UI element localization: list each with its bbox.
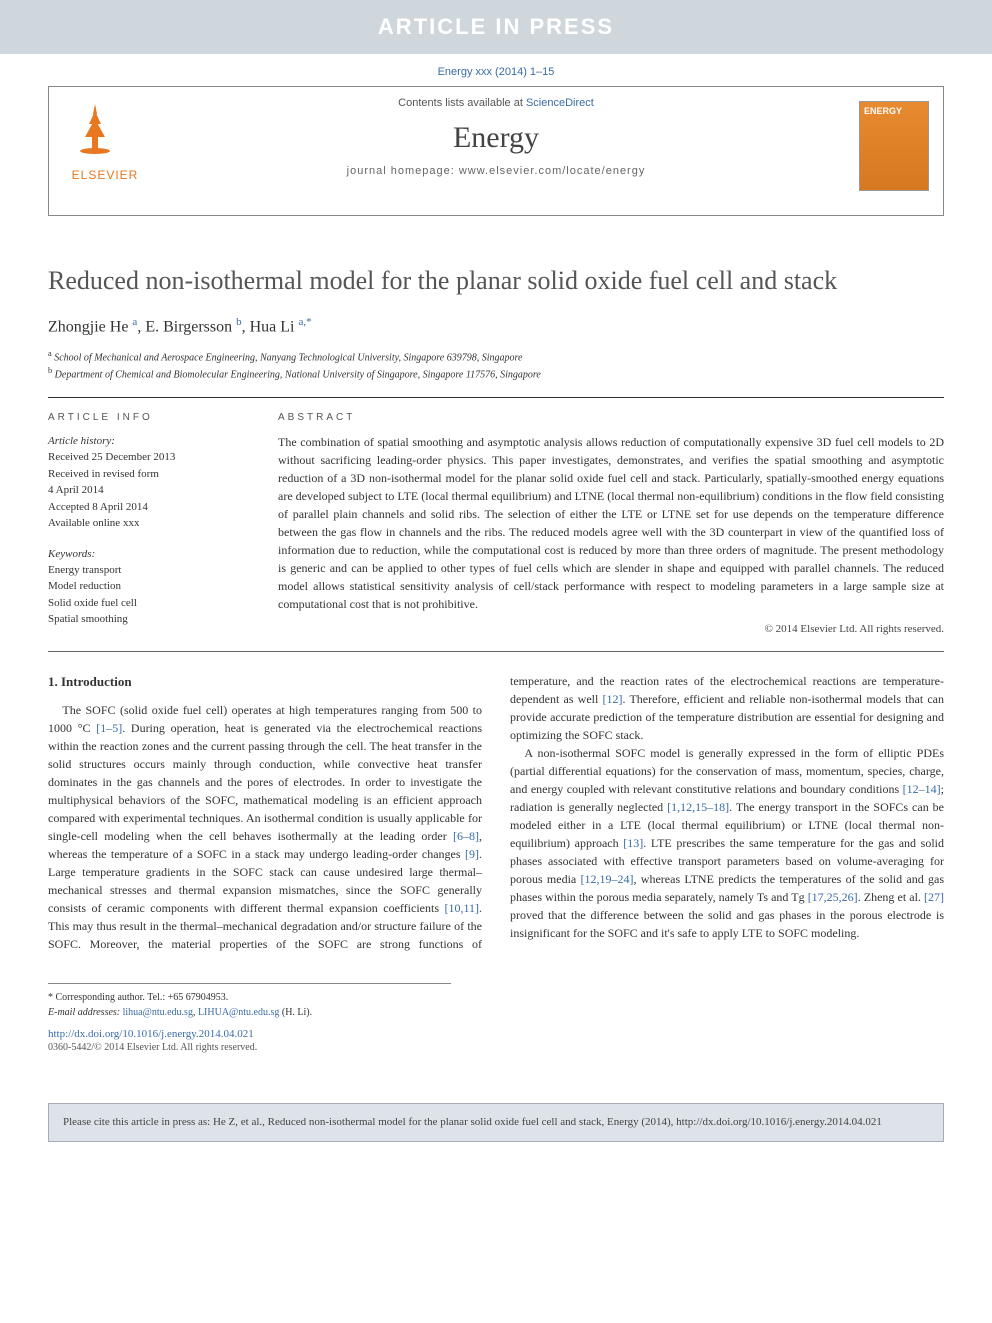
author-2-affil: b (236, 316, 242, 328)
author-1-affil: a (132, 316, 137, 328)
sciencedirect-link[interactable]: ScienceDirect (526, 97, 594, 109)
elsevier-label: ELSEVIER (65, 168, 145, 182)
keyword-2: Model reduction (48, 578, 248, 595)
affiliation-b: Department of Chemical and Biomolecular … (55, 370, 541, 381)
ref-12-19-24[interactable]: [12,19–24] (581, 872, 634, 886)
email-line: E-mail addresses: lihua@ntu.edu.sg, LIHU… (48, 1005, 451, 1020)
keyword-4: Spatial smoothing (48, 611, 248, 628)
issn-copyright: 0360-5442/© 2014 Elsevier Ltd. All right… (48, 1042, 944, 1053)
author-3: Hua Li (250, 318, 295, 335)
history-label: Article history: (48, 433, 248, 450)
ref-1-5[interactable]: [1–5] (96, 721, 122, 735)
header-center: Contents lists available at ScienceDirec… (49, 87, 943, 177)
affiliation-a: School of Mechanical and Aerospace Engin… (54, 352, 522, 363)
journal-header: ELSEVIER Contents lists available at Sci… (48, 86, 944, 216)
ref-12-14[interactable]: [12–14] (903, 782, 941, 796)
affiliations: a School of Mechanical and Aerospace Eng… (48, 348, 944, 383)
ref-12[interactable]: [12] (603, 692, 623, 706)
revised-date: 4 April 2014 (48, 482, 248, 499)
email-2[interactable]: LIHUA@ntu.edu.sg (198, 1007, 279, 1018)
abstract-column: ABSTRACT The combination of spatial smoo… (278, 412, 944, 635)
p2a: A non-isothermal SOFC model is generally… (510, 746, 944, 796)
keyword-1: Energy transport (48, 562, 248, 579)
ref-17-25-26[interactable]: [17,25,26] (808, 890, 858, 904)
email-label: E-mail addresses: (48, 1007, 123, 1018)
accepted-date: Accepted 8 April 2014 (48, 499, 248, 516)
article-info-label: ARTICLE INFO (48, 412, 248, 423)
divider (48, 397, 944, 398)
revised-label: Received in revised form (48, 466, 248, 483)
abstract-copyright: © 2014 Elsevier Ltd. All rights reserved… (278, 623, 944, 635)
email-name: (H. Li). (279, 1007, 312, 1018)
ref-6-8[interactable]: [6–8] (453, 829, 479, 843)
elsevier-tree-icon (65, 99, 125, 159)
journal-name: Energy (49, 121, 943, 155)
citation-box: Please cite this article in press as: He… (48, 1103, 944, 1142)
article-meta-row: ARTICLE INFO Article history: Received 2… (48, 412, 944, 635)
author-1: Zhongjie He (48, 318, 128, 335)
ref-9[interactable]: [9] (465, 847, 479, 861)
ref-1-12-15-18[interactable]: [1,12,15–18] (667, 800, 729, 814)
p1b: . During operation, heat is generated vi… (48, 721, 482, 843)
elsevier-logo: ELSEVIER (65, 99, 145, 182)
keywords-label: Keywords: (48, 548, 248, 560)
author-list: Zhongjie He a, E. Birgersson b, Hua Li a… (48, 316, 944, 336)
journal-cover-thumbnail: ENERGY (859, 101, 929, 191)
ref-10-11[interactable]: [10,11] (444, 901, 479, 915)
email-1[interactable]: lihua@ntu.edu.sg (123, 1007, 193, 1018)
received-date: Received 25 December 2013 (48, 449, 248, 466)
article-title: Reduced non-isothermal model for the pla… (48, 264, 944, 298)
intro-para-2: A non-isothermal SOFC model is generally… (510, 744, 944, 942)
cover-title: ENERGY (860, 102, 928, 120)
p2g: proved that the difference between the s… (510, 908, 944, 940)
contents-prefix: Contents lists available at (398, 97, 526, 109)
body-columns: 1. Introduction The SOFC (solid oxide fu… (48, 672, 944, 954)
homepage-url[interactable]: www.elsevier.com/locate/energy (459, 165, 646, 177)
article-in-press-banner: ARTICLE IN PRESS (0, 0, 992, 54)
abstract-label: ABSTRACT (278, 412, 944, 423)
citation-line: Energy xxx (2014) 1–15 (0, 54, 992, 86)
contents-list-text: Contents lists available at ScienceDirec… (49, 97, 943, 109)
online-date: Available online xxx (48, 515, 248, 532)
p2f: . Zheng et al. (858, 890, 924, 904)
journal-homepage: journal homepage: www.elsevier.com/locat… (49, 165, 943, 177)
corresponding-line: * Corresponding author. Tel.: +65 679049… (48, 990, 451, 1005)
keyword-3: Solid oxide fuel cell (48, 595, 248, 612)
author-2: E. Birgersson (145, 318, 232, 335)
keywords-list: Energy transport Model reduction Solid o… (48, 562, 248, 628)
ref-27[interactable]: [27] (924, 890, 944, 904)
abstract-text: The combination of spatial smoothing and… (278, 433, 944, 613)
intro-heading: 1. Introduction (48, 672, 482, 692)
divider-thin (48, 651, 944, 652)
corresponding-author-footer: * Corresponding author. Tel.: +65 679049… (48, 983, 451, 1020)
article-history: Article history: Received 25 December 20… (48, 433, 248, 532)
ref-13[interactable]: [13] (623, 836, 643, 850)
article-info-column: ARTICLE INFO Article history: Received 2… (48, 412, 248, 635)
author-3-affil: a,* (299, 316, 312, 328)
homepage-prefix: journal homepage: (347, 165, 459, 177)
doi-link[interactable]: http://dx.doi.org/10.1016/j.energy.2014.… (48, 1028, 944, 1040)
